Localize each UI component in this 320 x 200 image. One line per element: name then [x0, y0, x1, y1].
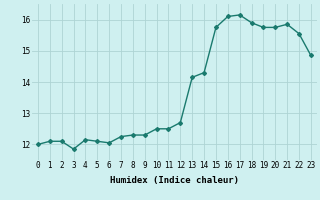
X-axis label: Humidex (Indice chaleur): Humidex (Indice chaleur) [110, 176, 239, 185]
